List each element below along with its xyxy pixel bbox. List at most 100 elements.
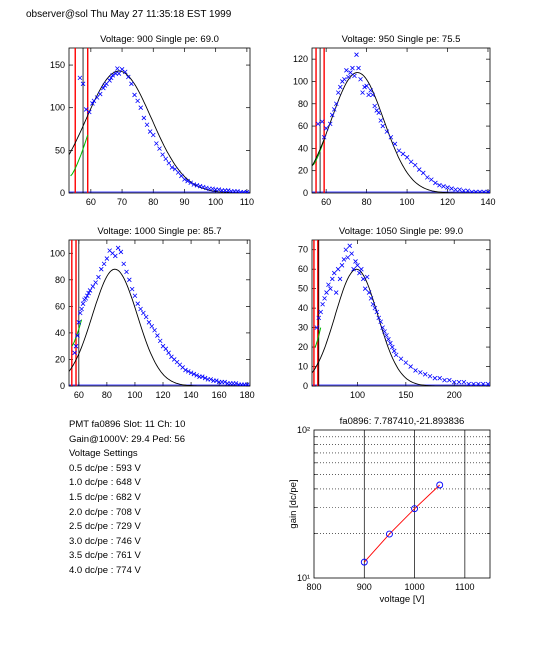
y-tick-label: 150 [50, 60, 65, 70]
data-point [357, 270, 362, 276]
data-point [384, 129, 390, 134]
y-tick-label: 10 [298, 362, 308, 372]
data-point [382, 329, 387, 334]
y-tick-label: 30 [298, 323, 308, 333]
data-point [343, 247, 349, 253]
data-point [244, 189, 250, 193]
data-point [154, 141, 159, 146]
data-point [442, 377, 447, 383]
data-point [429, 177, 434, 182]
voltage-setting-item: 1.5 dc/pe : 682 V [69, 491, 141, 503]
data-point [364, 83, 369, 89]
x-tick-label: 1100 [455, 582, 474, 592]
x-axis-label: voltage [V] [380, 594, 425, 605]
data-point [319, 119, 325, 124]
data-point [79, 306, 84, 312]
data-point [372, 305, 378, 311]
data-point [360, 276, 366, 282]
data-point [408, 159, 414, 165]
data-point [366, 92, 371, 98]
data-point [386, 336, 391, 342]
data-point [138, 306, 143, 312]
data-point [150, 132, 156, 138]
gain-fit-line [363, 484, 441, 563]
data-point [338, 84, 343, 90]
data-point [76, 320, 82, 325]
data-point [132, 92, 137, 98]
data-point [101, 85, 106, 91]
data-point [339, 263, 345, 268]
data-point [362, 286, 368, 291]
data-point [422, 372, 428, 377]
data-point [314, 325, 320, 330]
histogram-panel-1: Voltage: 900 Single pe: 69.0 60 70 80 90 100 1… [50, 34, 254, 207]
data-point [138, 105, 144, 110]
data-point [104, 256, 110, 261]
data-point [157, 146, 162, 151]
data-point [330, 276, 335, 282]
data-point [461, 188, 466, 193]
data-point [347, 243, 353, 249]
data-point [416, 167, 422, 172]
data-point [445, 185, 450, 190]
data-point [124, 269, 129, 275]
data-point [86, 290, 91, 296]
data-point [315, 121, 321, 127]
data-point [75, 333, 80, 338]
x-tick-label: 180 [240, 390, 255, 400]
x-tick-label: 120 [155, 390, 170, 400]
data-point [166, 160, 172, 166]
data-point [461, 379, 467, 385]
y-tick-label: 80 [298, 99, 308, 109]
data-point [408, 364, 413, 369]
data-point [469, 189, 475, 193]
x-tick-label: 60 [74, 390, 84, 400]
histogram-panel-2: Voltage: 950 Single pe: 75.5 60 80 100 120 14… [293, 34, 496, 207]
data-point [318, 309, 323, 315]
low-end-fit [314, 327, 322, 348]
data-point [146, 320, 152, 325]
histogram-panel-4: Voltage: 1050 Single pe: 99.0 100 150 200 0 1… [298, 226, 491, 400]
data-point [141, 310, 146, 316]
data-point [107, 78, 112, 83]
voltage-setting-item: 3.5 dc/pe : 761 V [69, 550, 141, 562]
data-point [166, 350, 171, 356]
data-point [122, 69, 128, 75]
data-point [370, 301, 376, 307]
data-point [447, 377, 452, 383]
voltage-settings-title: Voltage Settings [69, 448, 138, 460]
data-point [160, 152, 165, 157]
data-point [485, 381, 490, 386]
x-tick-label: 1000 [405, 582, 425, 592]
page-header: observer@sol Thu May 27 11:35:18 EST 199… [26, 9, 232, 20]
data-point [328, 286, 333, 291]
plot-area [312, 240, 490, 386]
y-tick-label: 40 [55, 328, 65, 338]
data-point [331, 107, 337, 112]
plot-area [312, 48, 490, 193]
data-point [427, 373, 433, 379]
data-point [316, 315, 322, 321]
data-point [127, 277, 132, 283]
data-point [384, 333, 389, 338]
data-point [149, 323, 155, 329]
y-tick-label: 60 [298, 121, 308, 131]
data-point [471, 381, 476, 386]
x-tick-label: 160 [212, 390, 227, 400]
data-point [194, 373, 199, 378]
data-point [481, 189, 487, 193]
axes-box [68, 47, 251, 194]
data-point [200, 374, 205, 379]
x-tick-label: 140 [184, 390, 199, 400]
plot-area [69, 48, 250, 193]
data-point [476, 381, 481, 386]
data-point [433, 180, 438, 186]
gain-vs-voltage-panel: fa0896: 7.787410,-21.893836 800 900 1000 110… [288, 416, 491, 605]
data-point [90, 101, 95, 106]
x-tick-label: 100 [400, 197, 415, 207]
data-point [324, 290, 329, 295]
chart-title: fa0896: 7.787410,-21.893836 [340, 416, 465, 427]
data-point [456, 379, 462, 385]
y-tick-label: 0 [303, 188, 308, 198]
y-tick-label: 40 [298, 143, 308, 153]
